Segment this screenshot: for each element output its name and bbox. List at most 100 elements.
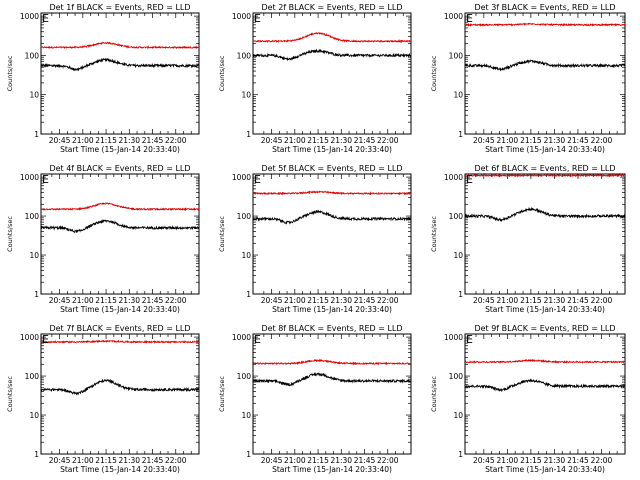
x-tick-label: 21:00 — [284, 456, 306, 465]
x-tick-label: 21:15 — [520, 296, 542, 305]
plot-frame — [40, 173, 200, 295]
x-tick-label: 21:45 — [354, 456, 376, 465]
x-tick-label: 20:45 — [473, 136, 495, 145]
y-tick-label: 100 — [449, 372, 464, 381]
panel-title: Det 1f BLACK = Events, RED = LLD — [49, 3, 190, 12]
y-tick-label: 100 — [237, 372, 252, 381]
x-tick-label: 21:45 — [567, 296, 589, 305]
x-axis-label: Start Time (15-Jan-14 20:33:40) — [272, 145, 392, 154]
y-tick-label: 10 — [453, 411, 463, 420]
y-tick-label: 1000 — [232, 333, 251, 342]
y-tick-label: 10 — [241, 251, 251, 260]
y-tick-label: 1 — [34, 450, 39, 459]
x-tick-label: 21:15 — [95, 136, 117, 145]
panel-title: Det 3f BLACK = Events, RED = LLD — [474, 3, 615, 12]
y-tick-label: 100 — [25, 372, 40, 381]
series-lld-line — [465, 174, 625, 178]
x-tick-label: 22:00 — [591, 296, 613, 305]
plot-frame — [40, 12, 200, 135]
x-tick-label: 20:45 — [49, 456, 71, 465]
x-tick-label: 22:00 — [377, 296, 399, 305]
series-lld-line — [41, 41, 199, 50]
plot-frame — [464, 173, 626, 295]
y-tick-label: 1000 — [232, 12, 251, 21]
panel-det-8: Det 8f BLACK = Events, RED = LLD 1 10 100 10… — [218, 324, 412, 474]
x-axis-label: Start Time (15-Jan-14 20:33:40) — [60, 145, 180, 154]
x-tick-label: 21:00 — [497, 296, 519, 305]
y-tick-label: 10 — [453, 251, 463, 260]
edge-marker-label: E — [254, 333, 261, 346]
x-tick-label: 21:30 — [544, 136, 566, 145]
panel-det-6: Det 6f BLACK = Events, RED = LLD 1 10 100 10… — [430, 164, 626, 314]
x-tick-label: 20:45 — [49, 136, 71, 145]
y-axis-label: Counts/sec — [6, 376, 14, 412]
panel-det-4: Det 4f BLACK = Events, RED = LLD 1 10 100 10… — [6, 164, 200, 314]
x-axis-label: Start Time (15-Jan-14 20:33:40) — [485, 145, 605, 154]
panel-det-7: Det 7f BLACK = Events, RED = LLD 1 10 100 10… — [6, 324, 200, 474]
x-tick-label: 21:15 — [95, 296, 117, 305]
x-tick-label: 21:15 — [307, 136, 329, 145]
x-tick-label: 20:45 — [261, 136, 283, 145]
y-tick-label: 1 — [34, 290, 39, 299]
edge-marker-label: E — [42, 12, 49, 25]
x-tick-label: 21:15 — [307, 296, 329, 305]
x-tick-label: 21:00 — [72, 456, 94, 465]
y-tick-label: 10 — [29, 91, 39, 100]
edge-marker-label: E — [42, 333, 49, 346]
edge-marker-label: E — [254, 173, 261, 186]
panel-det-3: Det 3f BLACK = Events, RED = LLD 1 10 100 10… — [430, 3, 626, 154]
x-tick-label: 21:30 — [544, 296, 566, 305]
panel-title: Det 2f BLACK = Events, RED = LLD — [261, 3, 402, 12]
x-tick-label: 21:45 — [142, 296, 164, 305]
series-events-line — [465, 59, 625, 72]
y-tick-label: 1 — [246, 450, 251, 459]
panel-title: Det 8f BLACK = Events, RED = LLD — [261, 324, 402, 333]
y-tick-label: 100 — [25, 212, 40, 221]
y-tick-label: 1000 — [444, 173, 463, 182]
edge-marker-label: E — [42, 173, 49, 186]
y-tick-label: 1000 — [444, 12, 463, 21]
y-tick-label: 1000 — [20, 333, 39, 342]
x-tick-label: 20:45 — [473, 456, 495, 465]
x-tick-label: 21:45 — [354, 136, 376, 145]
panel-det-5: Det 5f BLACK = Events, RED = LLD 1 10 100 10… — [218, 164, 412, 314]
x-tick-label: 21:30 — [118, 136, 140, 145]
series-events-line — [253, 209, 411, 225]
y-tick-label: 1 — [34, 130, 39, 139]
x-tick-label: 22:00 — [165, 136, 187, 145]
y-axis-label: Counts/sec — [6, 216, 14, 252]
panel-det-2: Det 2f BLACK = Events, RED = LLD 1 10 100 10… — [218, 3, 412, 154]
y-tick-label: 1 — [458, 290, 463, 299]
x-axis-label: Start Time (15-Jan-14 20:33:40) — [272, 305, 392, 314]
y-tick-label: 1 — [458, 130, 463, 139]
series-lld-line — [465, 22, 625, 27]
y-axis-label: Counts/sec — [430, 216, 438, 252]
x-tick-label: 21:00 — [497, 136, 519, 145]
y-tick-label: 1000 — [20, 12, 39, 21]
x-tick-label: 22:00 — [377, 136, 399, 145]
x-tick-label: 20:45 — [261, 456, 283, 465]
y-axis-label: Counts/sec — [218, 376, 226, 412]
x-tick-label: 21:30 — [544, 456, 566, 465]
y-tick-label: 1000 — [232, 173, 251, 182]
y-axis-label: Counts/sec — [430, 55, 438, 91]
y-tick-label: 1 — [246, 130, 251, 139]
edge-marker-label: E — [254, 12, 261, 25]
series-events-line — [41, 219, 199, 234]
plot-frame — [252, 333, 412, 455]
x-tick-label: 21:45 — [142, 136, 164, 145]
panel-det-1: Det 1f BLACK = Events, RED = LLD 1 10 100 10… — [6, 3, 200, 154]
y-tick-label: 1 — [458, 450, 463, 459]
series-lld-line — [41, 201, 199, 212]
series-events-line — [41, 378, 199, 396]
edge-marker-label: E — [466, 173, 473, 186]
x-tick-label: 21:30 — [330, 456, 352, 465]
x-tick-label: 22:00 — [377, 456, 399, 465]
x-tick-label: 21:30 — [330, 136, 352, 145]
series-events-line — [253, 48, 411, 62]
x-tick-label: 22:00 — [165, 456, 187, 465]
x-tick-label: 20:45 — [49, 296, 71, 305]
y-tick-label: 10 — [241, 91, 251, 100]
panel-title: Det 9f BLACK = Events, RED = LLD — [474, 324, 615, 333]
y-axis-label: Counts/sec — [6, 55, 14, 91]
